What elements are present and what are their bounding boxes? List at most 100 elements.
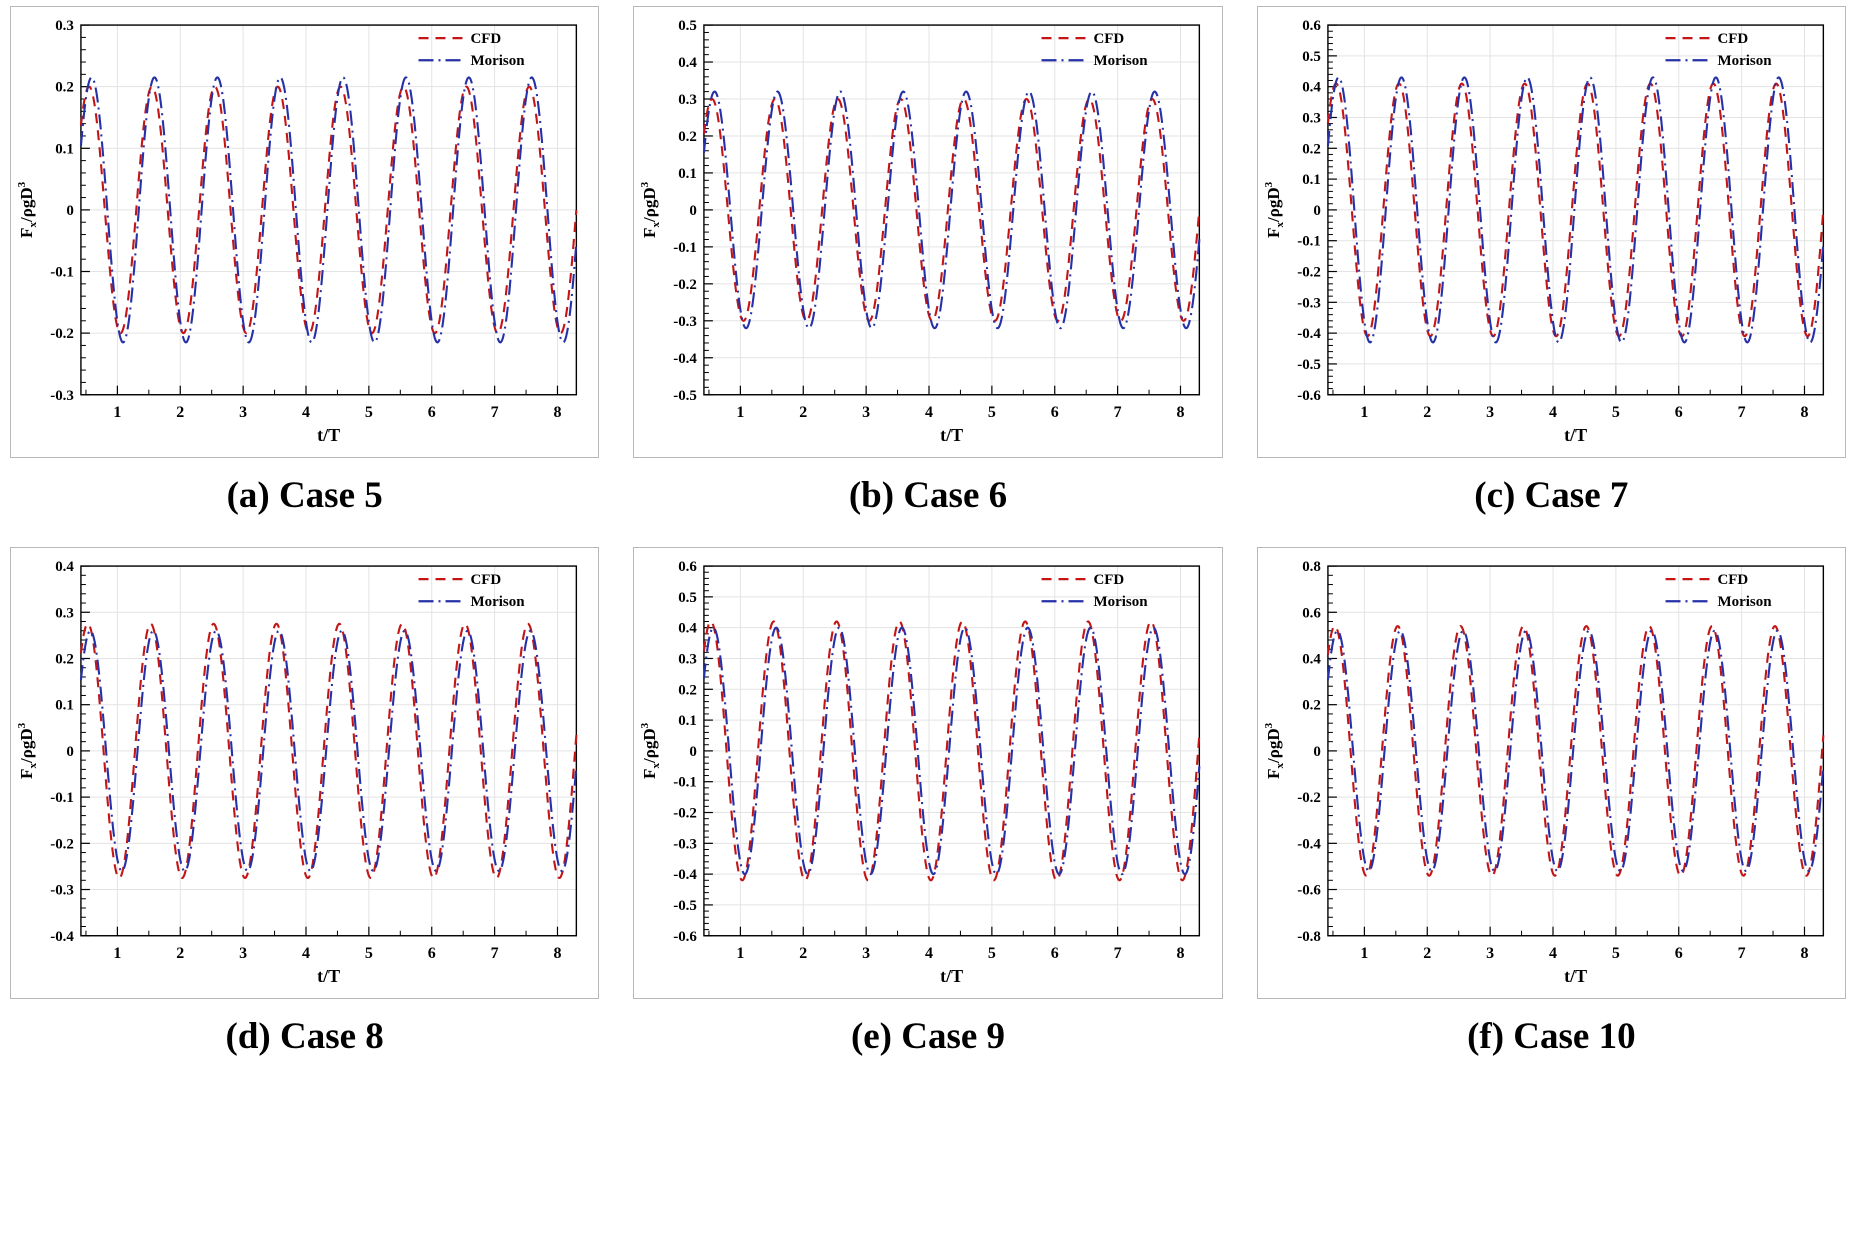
svg-text:Fx/ρgD3: Fx/ρgD3: [1263, 722, 1286, 779]
svg-text:8: 8: [553, 945, 561, 962]
svg-text:1: 1: [113, 404, 121, 421]
svg-text:t/T: t/T: [317, 966, 340, 986]
plot-box: 1 2 3 4 5 6 7 8 -0.4 -0.3 -0.2 -0.1 0 0.1 0.2 0.3 0.4 t/T…: [10, 547, 600, 999]
svg-text:3: 3: [239, 945, 247, 962]
panel-case-5: 1 2 3 4 5 6 7 8 -0.3 -0.2 -0.1 0 0.1 0.2 0.3 t/T Fx/ρgD3…: [10, 6, 600, 517]
svg-text:2: 2: [800, 404, 808, 421]
panel-case-7: 1 2 3 4 5 6 7 8 -0.6 -0.5 -0.4 -0.3 -0.2 -0.1 0 0.1 0.2 0…: [1256, 6, 1846, 517]
svg-text:6: 6: [1674, 404, 1682, 421]
chart-case-6: 1 2 3 4 5 6 7 8 -0.5 -0.4 -0.3 -0.2 -0.1 0 0.1 0.2 0.3 0.…: [639, 18, 1201, 445]
svg-text:2: 2: [176, 404, 184, 421]
svg-text:t/T: t/T: [317, 425, 340, 445]
svg-text:0.4: 0.4: [55, 559, 74, 575]
svg-text:-0.5: -0.5: [1297, 357, 1321, 373]
svg-text:0.2: 0.2: [679, 129, 698, 145]
svg-text:4: 4: [302, 945, 310, 962]
svg-text:0.1: 0.1: [679, 166, 698, 182]
svg-text:-0.2: -0.2: [1297, 790, 1321, 806]
svg-text:0.5: 0.5: [679, 18, 698, 34]
svg-text:CFD: CFD: [470, 572, 501, 588]
svg-text:Morison: Morison: [470, 53, 525, 69]
svg-text:-0.4: -0.4: [1297, 836, 1321, 852]
svg-text:-0.6: -0.6: [1297, 388, 1321, 404]
svg-text:Fx/ρgD3: Fx/ρgD3: [16, 722, 39, 779]
svg-text:1: 1: [737, 404, 745, 421]
svg-text:0: 0: [1313, 744, 1320, 760]
svg-text:0.4: 0.4: [1302, 80, 1321, 96]
svg-text:4: 4: [1549, 945, 1557, 962]
svg-text:7: 7: [491, 404, 499, 421]
plot-box: 1 2 3 4 5 6 7 8 -0.8 -0.6 -0.4 -0.2 0 0.2 0.4 0.6 0.8 t/T…: [1256, 547, 1846, 999]
svg-text:4: 4: [302, 404, 310, 421]
svg-text:-0.4: -0.4: [50, 929, 74, 945]
svg-text:8: 8: [553, 404, 561, 421]
svg-text:-0.6: -0.6: [1297, 883, 1321, 899]
svg-text:3: 3: [1486, 404, 1494, 421]
svg-text:-0.1: -0.1: [674, 240, 698, 256]
svg-text:3: 3: [239, 404, 247, 421]
svg-text:t/T: t/T: [1564, 425, 1587, 445]
svg-text:0.5: 0.5: [1302, 49, 1321, 65]
svg-text:Fx/ρgD3: Fx/ρgD3: [639, 722, 662, 779]
chart-case-5: 1 2 3 4 5 6 7 8 -0.3 -0.2 -0.1 0 0.1 0.2 0.3 t/T Fx/ρgD3…: [16, 18, 578, 445]
svg-text:5: 5: [1612, 404, 1620, 421]
svg-text:-0.8: -0.8: [1297, 929, 1321, 945]
svg-text:4: 4: [1549, 404, 1557, 421]
svg-text:1: 1: [1360, 945, 1368, 962]
chart-case-9: 1 2 3 4 5 6 7 8 -0.6 -0.5 -0.4 -0.3 -0.2 -0.1 0 0.1 0.2 0…: [639, 559, 1201, 986]
svg-text:0: 0: [690, 203, 697, 219]
chart-case-7: 1 2 3 4 5 6 7 8 -0.6 -0.5 -0.4 -0.3 -0.2 -0.1 0 0.1 0.2 0…: [1263, 18, 1825, 445]
svg-text:2: 2: [176, 945, 184, 962]
figure-grid: 1 2 3 4 5 6 7 8 -0.3 -0.2 -0.1 0 0.1 0.2 0.3 t/T Fx/ρgD3…: [10, 6, 1846, 1058]
svg-text:-0.1: -0.1: [50, 790, 74, 806]
svg-text:0.3: 0.3: [55, 18, 74, 34]
svg-text:0.1: 0.1: [55, 698, 74, 714]
chart-case-8: 1 2 3 4 5 6 7 8 -0.4 -0.3 -0.2 -0.1 0 0.1 0.2 0.3 0.4 t/T…: [16, 559, 578, 986]
panel-case-6: 1 2 3 4 5 6 7 8 -0.5 -0.4 -0.3 -0.2 -0.1 0 0.1 0.2 0.3 0.…: [633, 6, 1223, 517]
svg-text:0.1: 0.1: [55, 141, 74, 157]
svg-text:Morison: Morison: [1094, 594, 1149, 610]
svg-text:0: 0: [66, 203, 73, 219]
svg-text:0.3: 0.3: [1302, 110, 1321, 126]
svg-text:-0.2: -0.2: [50, 836, 74, 852]
svg-text:-0.3: -0.3: [674, 836, 698, 852]
svg-text:Morison: Morison: [1717, 53, 1772, 69]
svg-text:-0.3: -0.3: [1297, 295, 1321, 311]
svg-text:0.2: 0.2: [1302, 141, 1321, 157]
svg-text:CFD: CFD: [1717, 572, 1748, 588]
plot-box: 1 2 3 4 5 6 7 8 -0.3 -0.2 -0.1 0 0.1 0.2 0.3 t/T Fx/ρgD3…: [10, 6, 600, 458]
svg-text:8: 8: [1177, 945, 1185, 962]
svg-text:0: 0: [690, 744, 697, 760]
svg-text:CFD: CFD: [1094, 572, 1125, 588]
svg-text:CFD: CFD: [470, 31, 501, 47]
svg-text:-0.1: -0.1: [50, 265, 74, 281]
svg-text:7: 7: [1737, 945, 1745, 962]
svg-text:5: 5: [988, 945, 996, 962]
svg-text:2: 2: [1423, 404, 1431, 421]
svg-text:1: 1: [113, 945, 121, 962]
svg-text:3: 3: [1486, 945, 1494, 962]
svg-text:0.1: 0.1: [679, 713, 698, 729]
svg-text:-0.1: -0.1: [674, 775, 698, 791]
svg-text:2: 2: [1423, 945, 1431, 962]
svg-text:Fx/ρgD3: Fx/ρgD3: [639, 181, 662, 238]
svg-text:0.3: 0.3: [679, 651, 698, 667]
panel-caption: (a) Case 5: [226, 475, 383, 516]
svg-text:-0.4: -0.4: [1297, 326, 1321, 342]
panel-caption: (c) Case 7: [1474, 475, 1629, 516]
svg-text:8: 8: [1177, 404, 1185, 421]
svg-text:0.2: 0.2: [55, 80, 74, 96]
svg-text:7: 7: [1114, 404, 1122, 421]
svg-text:4: 4: [925, 945, 933, 962]
svg-text:-0.6: -0.6: [674, 929, 698, 945]
svg-text:0.6: 0.6: [679, 559, 698, 575]
svg-text:-0.4: -0.4: [674, 867, 698, 883]
svg-text:3: 3: [862, 945, 870, 962]
svg-text:CFD: CFD: [1094, 31, 1125, 47]
panel-case-10: 1 2 3 4 5 6 7 8 -0.8 -0.6 -0.4 -0.2 0 0.2 0.4 0.6 0.8 t/T…: [1256, 547, 1846, 1058]
panel-case-9: 1 2 3 4 5 6 7 8 -0.6 -0.5 -0.4 -0.3 -0.2 -0.1 0 0.1 0.2 0…: [633, 547, 1223, 1058]
svg-text:0: 0: [1313, 203, 1320, 219]
svg-text:-0.4: -0.4: [674, 351, 698, 367]
svg-text:8: 8: [1800, 945, 1808, 962]
svg-text:7: 7: [1114, 945, 1122, 962]
